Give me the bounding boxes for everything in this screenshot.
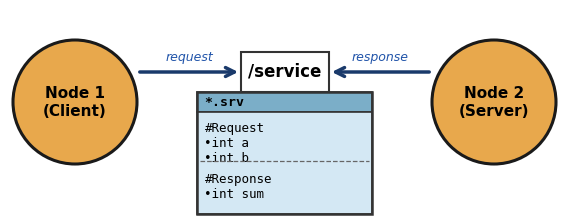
Text: •int b: •int b [204,152,249,165]
Text: *.srv: *.srv [204,95,245,109]
Text: #Request: #Request [204,122,265,135]
Text: (Server): (Server) [459,105,529,119]
FancyBboxPatch shape [197,92,373,112]
Text: /service: /service [248,63,321,81]
Text: response: response [352,51,409,64]
Text: •int sum: •int sum [204,188,265,201]
Text: •int a: •int a [204,137,249,150]
Text: (Client): (Client) [43,105,107,119]
Text: Node 2: Node 2 [464,87,524,101]
Text: request: request [165,51,213,64]
Ellipse shape [432,40,556,164]
FancyBboxPatch shape [241,52,329,92]
Text: #Response: #Response [204,173,272,186]
Ellipse shape [13,40,137,164]
FancyBboxPatch shape [197,112,373,214]
Text: Node 1: Node 1 [45,87,105,101]
